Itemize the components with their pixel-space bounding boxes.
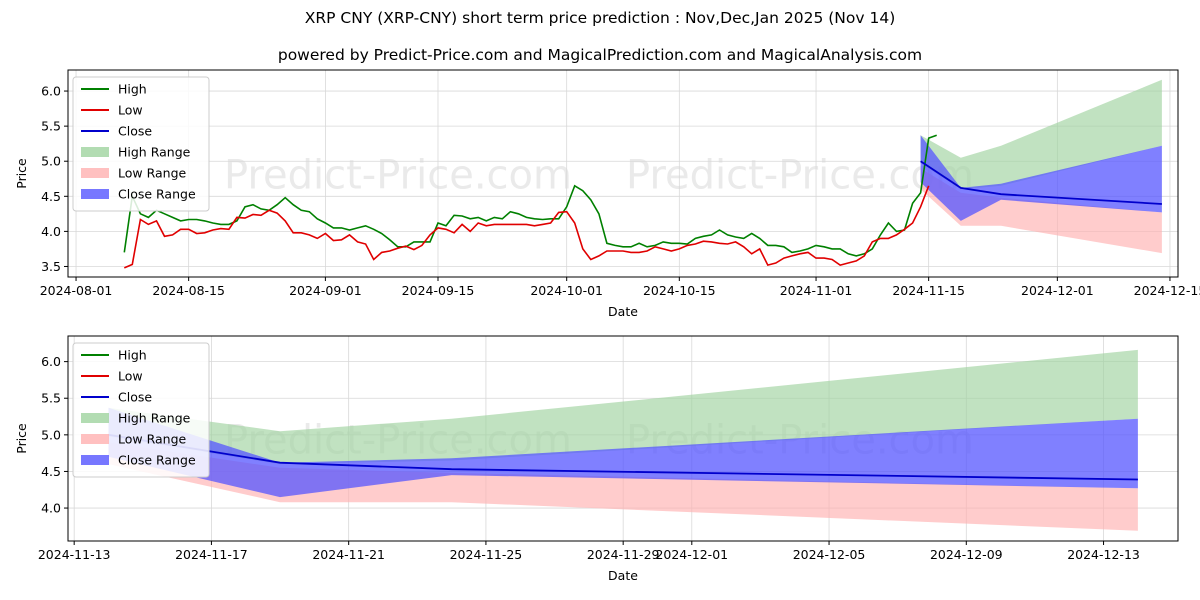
x-tick-label: 2024-12-01 [1021, 283, 1094, 298]
high-range-band [920, 79, 1162, 190]
x-tick-label: 2024-12-09 [930, 547, 1003, 562]
legend-label: Close [118, 390, 152, 405]
low-range-band [920, 168, 1162, 254]
chart-subtitle: powered by Predict-Price.com and Magical… [277, 46, 923, 64]
legend-label: Close [118, 124, 152, 139]
x-tick-label: 2024-08-01 [40, 283, 113, 298]
plot-area [108, 349, 1138, 531]
legend: High Low Close High Range Low Range Close Ran… [72, 76, 210, 212]
legend-label: Close Range [118, 187, 196, 202]
x-tick-label: 2024-11-17 [175, 547, 248, 562]
y-tick-label: 4.0 [41, 224, 61, 239]
y-axis-label: Price [14, 423, 29, 454]
x-tick-label: 2024-12-15 [1134, 283, 1200, 298]
legend-label: High [118, 348, 147, 363]
x-axis-label: Date [608, 304, 638, 319]
legend-label: Low Range [118, 166, 187, 181]
y-tick-label: 5.5 [41, 119, 61, 134]
plot-area [123, 79, 1162, 269]
high-range-band [108, 349, 1138, 465]
legend-swatch [81, 434, 109, 444]
chart-title: XRP CNY (XRP-CNY) short term price predi… [304, 9, 896, 27]
legend-swatch [81, 147, 109, 157]
legend-swatch [81, 455, 109, 465]
x-tick-label: 2024-11-13 [38, 547, 111, 562]
watermark: Predict-Price.com Predict-Price.com [224, 153, 974, 199]
watermark-text: Predict-Price.com [626, 153, 974, 199]
y-axis-label: Price [14, 158, 29, 189]
legend-label: High Range [118, 411, 191, 426]
close-forecast-line [920, 160, 1162, 205]
x-tick-label: 2024-11-25 [450, 547, 523, 562]
legend-label: High [118, 82, 147, 97]
x-tick-label: 2024-09-15 [402, 283, 475, 298]
y-tick-label: 4.0 [41, 501, 61, 516]
x-axis-label: Date [608, 568, 638, 583]
x-tick-label: 2024-11-01 [780, 283, 853, 298]
legend-swatch [81, 189, 109, 199]
x-tick-label: 2024-08-15 [152, 283, 225, 298]
legend: High Low Close High Range Low Range Close Ran… [72, 342, 210, 478]
x-tick-label: 2024-12-01 [655, 547, 728, 562]
legend-label: High Range [118, 145, 191, 160]
y-tick-label: 4.5 [41, 464, 61, 479]
legend-label: Low [118, 103, 143, 118]
x-tick-label: 2024-12-05 [793, 547, 866, 562]
x-tick-label: 2024-11-15 [892, 283, 965, 298]
legend-label: Low [118, 369, 143, 384]
y-tick-label: 6.0 [41, 84, 61, 99]
low-range-band [108, 442, 1138, 531]
x-tick-label: 2024-10-15 [643, 283, 716, 298]
watermark-text: Predict-Price.com [224, 153, 572, 199]
y-tick-label: 3.5 [41, 259, 61, 274]
y-tick-label: 4.5 [41, 189, 61, 204]
y-tick-label: 6.0 [41, 354, 61, 369]
x-tick-label: 2024-09-01 [289, 283, 362, 298]
high-series-line [123, 134, 937, 257]
legend-label: Low Range [118, 432, 187, 447]
chart-panel-1: Predict-Price.com Predict-Price.com 2024-0… [14, 69, 1200, 319]
legend-swatch [81, 168, 109, 178]
y-tick-label: 5.0 [41, 154, 61, 169]
x-tick-label: 2024-12-13 [1067, 547, 1140, 562]
legend-swatch [81, 413, 109, 423]
legend-label: Close Range [118, 453, 196, 468]
chart-panel-2: Predict-Price.comPredict-Price.com2024-1… [14, 335, 1179, 583]
axes-frame [67, 69, 1179, 278]
y-tick-label: 5.0 [41, 427, 61, 442]
x-tick-label: 2024-11-21 [312, 547, 385, 562]
x-tick-label: 2024-11-29 [587, 547, 660, 562]
y-tick-label: 5.5 [41, 391, 61, 406]
low-series-line [123, 185, 930, 269]
x-tick-label: 2024-10-01 [530, 283, 603, 298]
